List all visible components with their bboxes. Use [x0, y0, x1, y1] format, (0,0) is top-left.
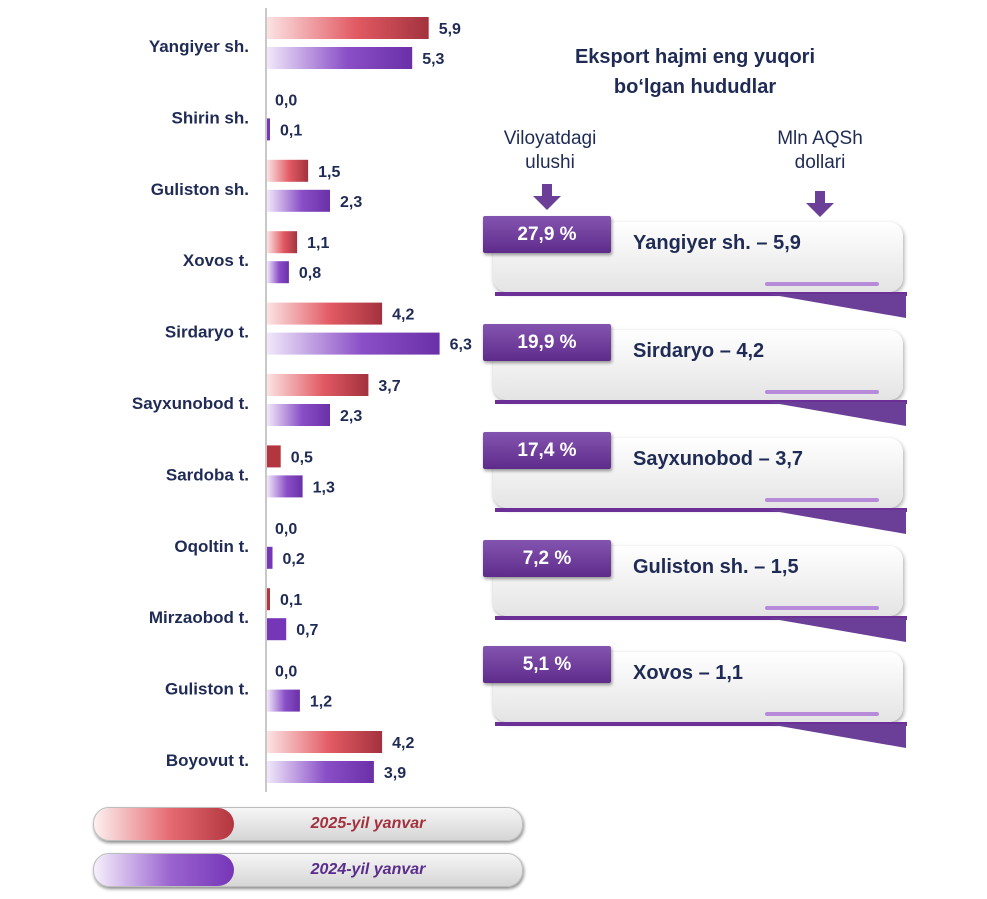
- col-value-header: Mln AQSh dollari: [735, 127, 905, 175]
- bar-2024: [267, 761, 374, 783]
- data-label: 3,9: [384, 765, 406, 782]
- bar-2024: [267, 47, 413, 69]
- category-label: Yangiyer sh.: [149, 37, 249, 56]
- category-label: Sayxunobod t.: [132, 394, 249, 413]
- bar-2024: [267, 689, 300, 712]
- legend-swatch-2025: [94, 808, 234, 840]
- legend-2024: 2024-yil yanvar: [93, 853, 523, 887]
- bar-2024: [267, 261, 289, 284]
- ranking-title-line2: bo‘lgan hududlar: [613, 76, 777, 98]
- data-label: 3,7: [378, 378, 400, 395]
- bar-2024: [267, 404, 330, 426]
- data-label: 0,8: [299, 265, 321, 282]
- ranking-item: 17,4 % Sayxunobod – 3,7: [483, 432, 907, 534]
- legend-label-2024: 2024-yil yanvar: [310, 861, 426, 878]
- data-label: 0,0: [275, 664, 297, 681]
- ranking-share: 27,9 %: [483, 216, 611, 253]
- category-label: Oqoltin t.: [174, 537, 249, 556]
- bar-2024: [267, 546, 273, 569]
- category-label: Guliston t.: [165, 680, 249, 699]
- category-label: Sardoba t.: [166, 465, 249, 484]
- data-label: 0,7: [296, 622, 318, 639]
- bar-2024: [267, 332, 440, 355]
- ranking-item: 7,2 % Guliston sh. – 1,5: [483, 540, 907, 642]
- data-label: 0,1: [280, 592, 302, 609]
- data-label: 0,1: [280, 122, 302, 139]
- ranking-share: 19,9 %: [483, 324, 611, 361]
- ranking-item: 19,9 % Sirdaryo – 4,2: [483, 324, 907, 426]
- category-label: Guliston sh.: [151, 180, 249, 199]
- category-label: Sirdaryo t.: [165, 323, 249, 342]
- legend-2025: 2025-yil yanvar: [93, 807, 523, 841]
- ranking-label: Sayxunobod – 3,7: [633, 448, 804, 470]
- ranking-title-line1: Eksport hajmi eng yuqori: [574, 46, 816, 68]
- data-label: 0,5: [291, 449, 313, 466]
- col-share-header: Viloyatdagi ulushi: [470, 127, 630, 175]
- ranking-item: 27,9 % Yangiyer sh. – 5,9: [483, 216, 907, 318]
- ranking-share: 5,1 %: [483, 646, 611, 683]
- ranking-label: Guliston sh. – 1,5: [633, 556, 799, 578]
- category-label: Boyovut t.: [166, 751, 249, 770]
- col-value-line2: dollari: [794, 152, 846, 173]
- data-label: 1,5: [318, 164, 340, 181]
- legend-label-2025: 2025-yil yanvar: [310, 815, 426, 832]
- category-label: Shirin sh.: [172, 108, 249, 127]
- data-label: 4,2: [392, 735, 414, 752]
- ranking-title: Eksport hajmi eng yuqori bo‘lgan hududla…: [530, 42, 860, 102]
- bar-2025: [267, 302, 383, 325]
- ranking-share: 17,4 %: [483, 432, 611, 469]
- ranking-share: 7,2 %: [483, 540, 611, 577]
- data-label: 1,3: [313, 479, 335, 496]
- legend-swatch-2024: [94, 854, 234, 886]
- bar-2025: [267, 231, 298, 254]
- ranking-label: Sirdaryo – 4,2: [633, 340, 765, 362]
- data-label: 2,3: [340, 194, 362, 211]
- category-label: Xovos t.: [183, 251, 249, 270]
- data-label: 1,2: [310, 694, 332, 711]
- ranking-label: Xovos – 1,1: [633, 662, 744, 684]
- data-label: 0,0: [275, 92, 297, 109]
- bar-2024: [267, 475, 303, 498]
- bar-2025: [267, 588, 270, 611]
- ranking-label: Yangiyer sh. – 5,9: [633, 232, 801, 254]
- data-label: 4,2: [392, 307, 414, 324]
- data-label: 2,3: [340, 408, 362, 425]
- bar-2025: [267, 17, 429, 39]
- col-share-line1: Viloyatdagi: [503, 128, 597, 149]
- bar-2024: [267, 189, 330, 212]
- bar-2025: [267, 445, 281, 468]
- col-share-line2: ulushi: [525, 152, 575, 173]
- data-label: 1,1: [307, 235, 329, 252]
- bar-2025: [267, 159, 309, 182]
- data-label: 6,3: [450, 337, 472, 354]
- bar-2025: [267, 731, 383, 753]
- bar-2025: [267, 374, 369, 396]
- data-label: 0,2: [283, 551, 305, 568]
- ranking-item: 5,1 % Xovos – 1,1: [483, 646, 907, 748]
- data-label: 5,9: [439, 21, 461, 38]
- col-value-line1: Mln AQSh: [777, 128, 863, 149]
- bar-2024: [267, 118, 270, 141]
- data-label: 0,0: [275, 521, 297, 538]
- category-label: Mirzaobod t.: [149, 608, 249, 627]
- bar-2024: [267, 618, 287, 641]
- data-label: 5,3: [422, 51, 444, 68]
